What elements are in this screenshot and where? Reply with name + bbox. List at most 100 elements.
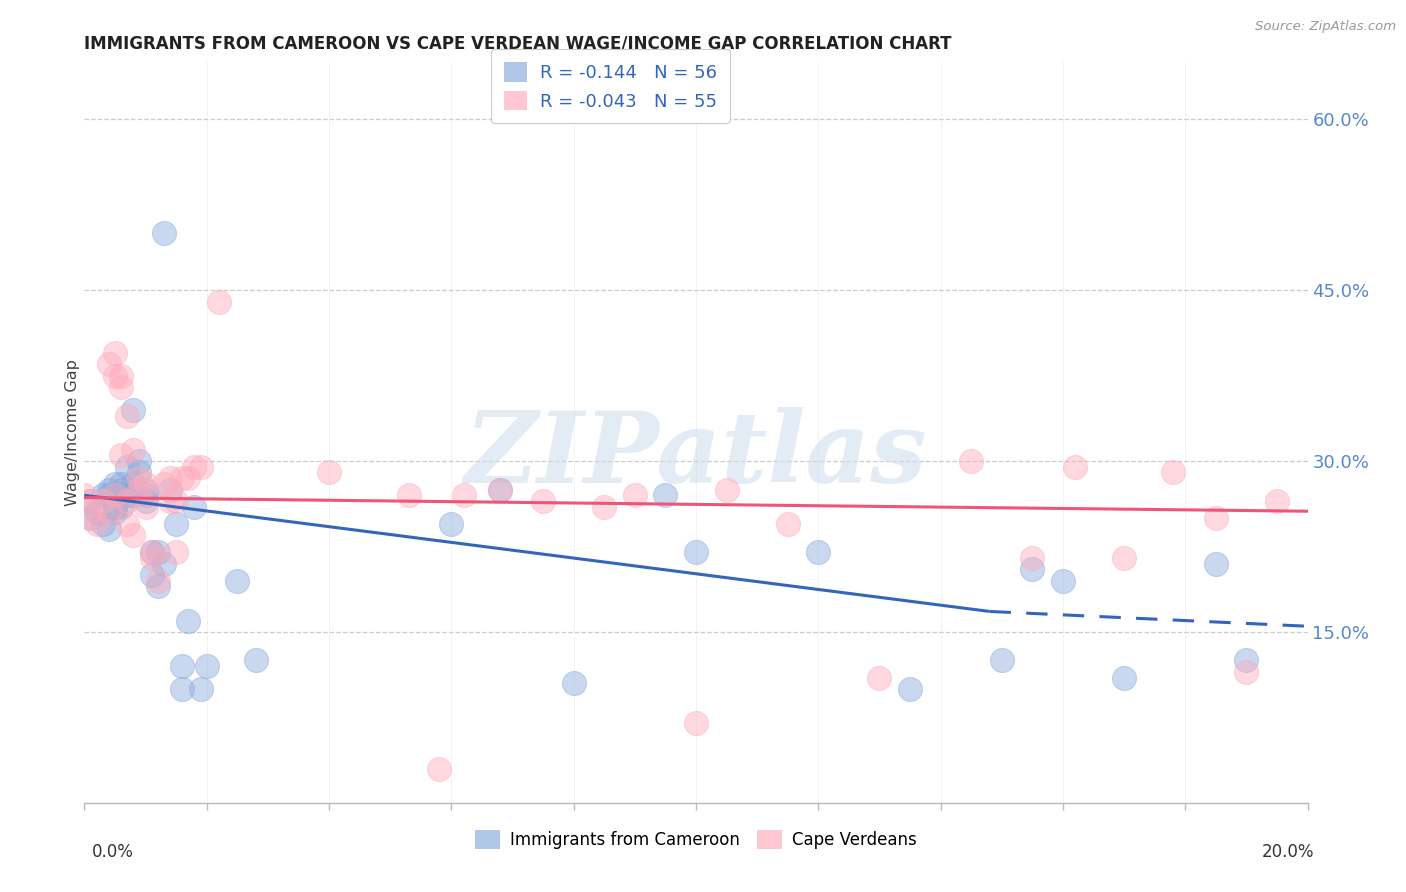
Point xyxy=(159,494,181,508)
Point xyxy=(122,402,145,417)
Point xyxy=(398,488,420,502)
Point xyxy=(122,488,145,502)
Point xyxy=(146,579,169,593)
Point xyxy=(685,545,707,559)
Point xyxy=(1021,550,1043,565)
Point xyxy=(110,476,132,491)
Point xyxy=(226,574,249,588)
Point xyxy=(97,357,120,371)
Point xyxy=(1205,511,1227,525)
Point xyxy=(79,511,101,525)
Point xyxy=(1114,550,1136,565)
Point xyxy=(115,459,138,474)
Point xyxy=(427,762,450,776)
Point xyxy=(776,516,799,531)
Point xyxy=(122,528,145,542)
Point xyxy=(104,488,127,502)
Text: 0.0%: 0.0% xyxy=(91,843,134,861)
Point xyxy=(960,454,983,468)
Point xyxy=(654,488,676,502)
Point xyxy=(453,488,475,502)
Legend: Immigrants from Cameroon, Cape Verdeans: Immigrants from Cameroon, Cape Verdeans xyxy=(467,822,925,857)
Text: ZIPatlas: ZIPatlas xyxy=(465,407,927,503)
Point xyxy=(172,659,194,673)
Point xyxy=(153,557,176,571)
Point xyxy=(128,466,150,480)
Point xyxy=(1161,466,1184,480)
Point xyxy=(141,545,163,559)
Point xyxy=(128,483,150,497)
Point xyxy=(190,459,212,474)
Point xyxy=(91,516,114,531)
Point xyxy=(624,488,647,502)
Point xyxy=(593,500,616,514)
Point xyxy=(141,568,163,582)
Point xyxy=(716,483,738,497)
Point xyxy=(104,346,127,360)
Point xyxy=(79,511,101,525)
Point xyxy=(1236,653,1258,667)
Point xyxy=(165,545,187,559)
Point xyxy=(183,459,205,474)
Point xyxy=(97,488,120,502)
Point xyxy=(991,653,1014,667)
Point xyxy=(146,545,169,559)
Point xyxy=(104,500,127,514)
Point xyxy=(110,368,132,383)
Point xyxy=(807,545,830,559)
Point xyxy=(440,516,463,531)
Point xyxy=(122,442,145,457)
Point xyxy=(1265,494,1288,508)
Point xyxy=(1064,459,1087,474)
Point xyxy=(86,516,108,531)
Point xyxy=(159,471,181,485)
Point xyxy=(104,476,127,491)
Point xyxy=(195,659,218,673)
Point xyxy=(110,488,132,502)
Point xyxy=(97,523,120,537)
Point xyxy=(110,483,132,497)
Point xyxy=(489,483,512,497)
Point xyxy=(1021,562,1043,576)
Point xyxy=(141,550,163,565)
Point xyxy=(135,483,157,497)
Point xyxy=(141,545,163,559)
Point xyxy=(165,516,187,531)
Point xyxy=(1052,574,1074,588)
Point xyxy=(104,505,127,519)
Point xyxy=(172,471,194,485)
Point xyxy=(115,488,138,502)
Point xyxy=(869,671,891,685)
Point xyxy=(128,454,150,468)
Point xyxy=(104,488,127,502)
Point xyxy=(146,574,169,588)
Point xyxy=(91,488,114,502)
Point xyxy=(489,483,512,497)
Point xyxy=(135,500,157,514)
Point xyxy=(190,681,212,696)
Point xyxy=(91,494,114,508)
Point xyxy=(97,483,120,497)
Point xyxy=(115,494,138,508)
Point xyxy=(1236,665,1258,679)
Point xyxy=(318,466,340,480)
Point xyxy=(685,716,707,731)
Text: Source: ZipAtlas.com: Source: ZipAtlas.com xyxy=(1256,20,1396,33)
Point xyxy=(135,476,157,491)
Point xyxy=(110,380,132,394)
Point xyxy=(86,505,108,519)
Point xyxy=(562,676,585,690)
Point xyxy=(135,494,157,508)
Text: IMMIGRANTS FROM CAMEROON VS CAPE VERDEAN WAGE/INCOME GAP CORRELATION CHART: IMMIGRANTS FROM CAMEROON VS CAPE VERDEAN… xyxy=(84,35,952,53)
Point xyxy=(177,471,200,485)
Point xyxy=(79,494,101,508)
Point xyxy=(122,476,145,491)
Point xyxy=(110,500,132,514)
Point xyxy=(153,227,176,241)
Point xyxy=(172,681,194,696)
Point xyxy=(115,516,138,531)
Point xyxy=(245,653,267,667)
Point xyxy=(104,500,127,514)
Point xyxy=(73,488,96,502)
Point xyxy=(898,681,921,696)
